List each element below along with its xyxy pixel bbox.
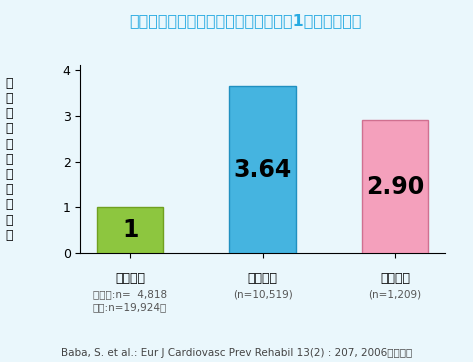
Text: 梗: 梗 bbox=[6, 107, 13, 120]
Text: 2.90: 2.90 bbox=[366, 175, 424, 199]
Text: 筋: 筋 bbox=[6, 92, 13, 105]
Text: 非喫煙者: 非喫煙者 bbox=[115, 272, 145, 285]
Text: こ: こ bbox=[6, 168, 13, 181]
Bar bbox=[362, 120, 428, 253]
Text: 1: 1 bbox=[122, 218, 138, 243]
Text: （男性:n=  4,818
女性:n=19,924）: （男性:n= 4,818 女性:n=19,924） bbox=[93, 290, 167, 312]
Text: 心: 心 bbox=[6, 77, 13, 90]
Text: 起: 起 bbox=[6, 153, 13, 166]
Text: 喫煙女性: 喫煙女性 bbox=[380, 272, 410, 285]
Text: (n=1,209): (n=1,209) bbox=[368, 290, 421, 300]
Text: (n=10,519): (n=10,519) bbox=[233, 290, 292, 300]
Bar bbox=[229, 86, 296, 253]
Text: ク: ク bbox=[6, 229, 13, 242]
Text: 喫煙男性: 喫煙男性 bbox=[247, 272, 278, 285]
Text: る: る bbox=[6, 183, 13, 196]
Text: 3.64: 3.64 bbox=[233, 158, 292, 182]
Text: Baba, S. et al.: Eur J Cardiovasc Prev Rehabil 13(2) : 207, 2006より作図: Baba, S. et al.: Eur J Cardiovasc Prev R… bbox=[61, 348, 412, 358]
Text: ス: ス bbox=[6, 214, 13, 227]
Bar bbox=[97, 207, 163, 253]
Text: 塞: 塞 bbox=[6, 122, 13, 135]
Text: が: が bbox=[6, 138, 13, 151]
Text: 心筋梗塞が起こるリスク（非喫煙者を1としたとき）: 心筋梗塞が起こるリスク（非喫煙者を1としたとき） bbox=[130, 13, 362, 28]
Text: リ: リ bbox=[6, 198, 13, 211]
